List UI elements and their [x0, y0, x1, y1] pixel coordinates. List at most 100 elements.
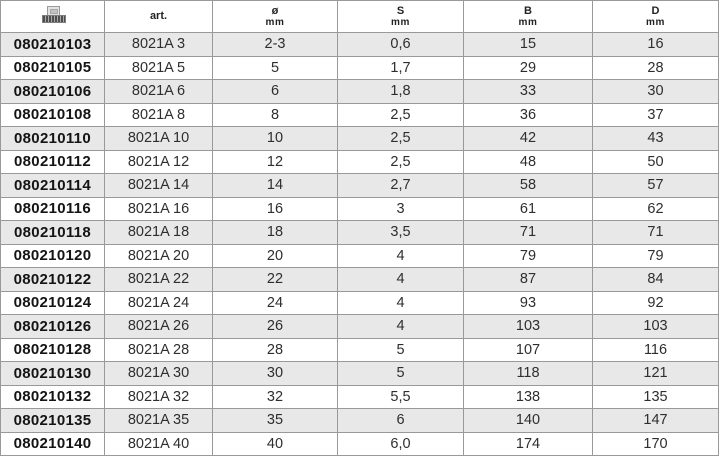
table-row: 080210108 8021A 8 8 2,5 36 37: [0, 102, 719, 127]
cell-diameter: 8: [212, 102, 338, 127]
cell-diameter: 18: [212, 220, 338, 245]
cell-diameter: 2-3: [212, 32, 338, 57]
cell-art: 8021A 5: [104, 55, 213, 80]
cell-code: 080210120: [0, 243, 105, 268]
cell-b: 29: [463, 55, 593, 80]
cell-code: 080210135: [0, 408, 105, 433]
cell-diameter: 30: [212, 361, 338, 386]
cell-b: 42: [463, 126, 593, 151]
cell-s: 3: [337, 196, 464, 221]
cell-diameter: 12: [212, 149, 338, 174]
cell-s: 4: [337, 290, 464, 315]
table-row: 080210128 8021A 28 28 5 107 116: [0, 337, 719, 362]
cell-code: 080210132: [0, 384, 105, 409]
table-row: 080210118 8021A 18 18 3,5 71 71: [0, 220, 719, 245]
cell-d: 84: [592, 267, 719, 292]
header-row: art. ø mm S mm B mm D mm: [0, 0, 719, 33]
header-d: D mm: [592, 0, 719, 33]
cell-d: 57: [592, 173, 719, 198]
barcode-box-inner: [49, 8, 58, 14]
cell-d: 62: [592, 196, 719, 221]
cell-diameter: 40: [212, 431, 338, 456]
table-row: 080210135 8021A 35 35 6 140 147: [0, 408, 719, 433]
cell-d: 170: [592, 431, 719, 456]
cell-d: 103: [592, 314, 719, 339]
cell-diameter: 32: [212, 384, 338, 409]
cell-art: 8021A 16: [104, 196, 213, 221]
cell-s: 2,7: [337, 173, 464, 198]
cell-art: 8021A 8: [104, 102, 213, 127]
cell-diameter: 24: [212, 290, 338, 315]
cell-d: 28: [592, 55, 719, 80]
cell-b: 33: [463, 79, 593, 104]
table-row: 080210122 8021A 22 22 4 87 84: [0, 267, 719, 292]
cell-b: 79: [463, 243, 593, 268]
cell-d: 121: [592, 361, 719, 386]
cell-art: 8021A 35: [104, 408, 213, 433]
table-row: 080210114 8021A 14 14 2,7 58 57: [0, 173, 719, 198]
cell-code: 080210106: [0, 79, 105, 104]
cell-b: 107: [463, 337, 593, 362]
cell-code: 080210118: [0, 220, 105, 245]
cell-s: 6,0: [337, 431, 464, 456]
cell-code: 080210124: [0, 290, 105, 315]
cell-b: 93: [463, 290, 593, 315]
cell-art: 8021A 20: [104, 243, 213, 268]
cell-s: 1,7: [337, 55, 464, 80]
cell-code: 080210105: [0, 55, 105, 80]
cell-b: 138: [463, 384, 593, 409]
cell-b: 61: [463, 196, 593, 221]
cell-s: 4: [337, 314, 464, 339]
table-row: 080210116 8021A 16 16 3 61 62: [0, 196, 719, 221]
cell-art: 8021A 14: [104, 173, 213, 198]
cell-diameter: 35: [212, 408, 338, 433]
cell-d: 135: [592, 384, 719, 409]
cell-b: 118: [463, 361, 593, 386]
cell-diameter: 6: [212, 79, 338, 104]
header-code: [0, 0, 105, 33]
header-b-label: B: [524, 4, 532, 17]
header-art-label: art.: [149, 10, 168, 22]
ean-barcode-icon: [41, 5, 66, 23]
table-row: 080210130 8021A 30 30 5 118 121: [0, 361, 719, 386]
cell-s: 5: [337, 337, 464, 362]
cell-b: 140: [463, 408, 593, 433]
table-row: 080210132 8021A 32 32 5,5 138 135: [0, 384, 719, 409]
barcode-stripes: [41, 14, 66, 23]
header-b: B mm: [463, 0, 593, 33]
cell-diameter: 28: [212, 337, 338, 362]
cell-d: 43: [592, 126, 719, 151]
table-body: 080210103 8021A 3 2-3 0,6 15 16 080210105 8021A…: [0, 32, 719, 456]
cell-d: 147: [592, 408, 719, 433]
cell-code: 080210108: [0, 102, 105, 127]
cell-d: 50: [592, 149, 719, 174]
cell-diameter: 16: [212, 196, 338, 221]
cell-s: 4: [337, 267, 464, 292]
header-diameter-label: ø: [271, 4, 279, 17]
cell-s: 2,5: [337, 149, 464, 174]
cell-b: 103: [463, 314, 593, 339]
cell-code: 080210122: [0, 267, 105, 292]
table-row: 080210140 8021A 40 40 6,0 174 170: [0, 431, 719, 456]
cell-art: 8021A 18: [104, 220, 213, 245]
cell-art: 8021A 22: [104, 267, 213, 292]
cell-s: 3,5: [337, 220, 464, 245]
cell-diameter: 26: [212, 314, 338, 339]
cell-b: 48: [463, 149, 593, 174]
cell-art: 8021A 3: [104, 32, 213, 57]
cell-s: 5,5: [337, 384, 464, 409]
header-b-unit: mm: [518, 16, 538, 28]
cell-d: 116: [592, 337, 719, 362]
table-row: 080210112 8021A 12 12 2,5 48 50: [0, 149, 719, 174]
cell-b: 174: [463, 431, 593, 456]
cell-diameter: 22: [212, 267, 338, 292]
header-diameter: ø mm: [212, 0, 338, 33]
cell-code: 080210114: [0, 173, 105, 198]
cell-diameter: 10: [212, 126, 338, 151]
cell-art: 8021A 6: [104, 79, 213, 104]
cell-diameter: 20: [212, 243, 338, 268]
cell-d: 30: [592, 79, 719, 104]
table-row: 080210110 8021A 10 10 2,5 42 43: [0, 126, 719, 151]
cell-d: 71: [592, 220, 719, 245]
